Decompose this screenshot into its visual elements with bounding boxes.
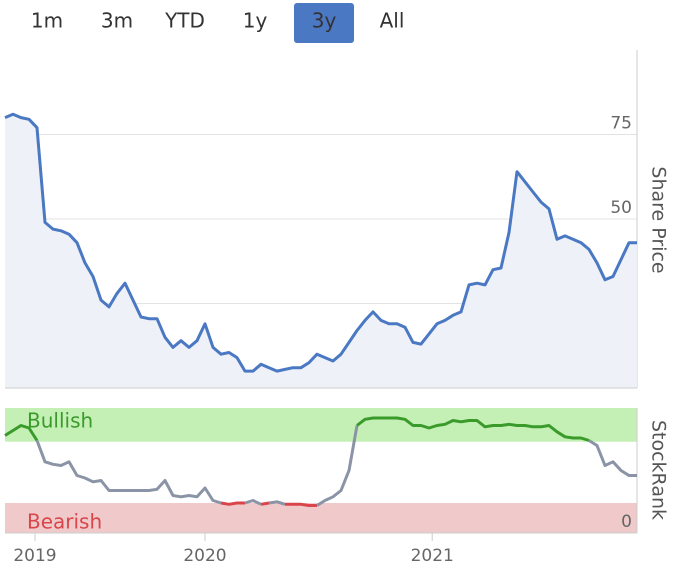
band-label: Bearish — [27, 510, 102, 534]
stockrank-line — [260, 501, 270, 506]
stockrank-line — [268, 500, 286, 506]
band-label: Bullish — [27, 408, 93, 432]
stockrank-line — [220, 501, 245, 506]
y-tick-label: 0 — [621, 512, 632, 532]
stockrank-line — [316, 425, 359, 507]
range-button[interactable]: 1y — [243, 9, 268, 33]
y-axis-label: StockRank — [648, 420, 670, 520]
range-button[interactable]: 3y — [312, 9, 337, 33]
range-button[interactable]: 3m — [101, 9, 133, 33]
price-line — [4, 112, 637, 373]
stockrank-line — [588, 439, 637, 477]
y-axis-label: Share Price — [648, 166, 670, 273]
x-tick-label: 2021 — [411, 546, 454, 566]
stockrank-line — [285, 502, 317, 507]
range-button[interactable]: All — [380, 9, 405, 33]
stockrank-line — [244, 499, 262, 506]
selected-button[interactable] — [294, 3, 354, 43]
stockrank-line — [4, 424, 39, 442]
stockrank-line — [35, 439, 222, 505]
band — [5, 408, 637, 442]
range-button[interactable]: YTD — [164, 9, 205, 33]
x-tick-label: 2020 — [183, 546, 226, 566]
stockrank-line — [356, 416, 590, 442]
price-area — [5, 114, 637, 388]
y-tick-label: 50 — [610, 198, 632, 218]
y-tick-label: 75 — [610, 114, 632, 134]
x-tick-label: 2019 — [13, 546, 56, 566]
band — [5, 503, 637, 533]
range-button[interactable]: 1m — [31, 9, 63, 33]
